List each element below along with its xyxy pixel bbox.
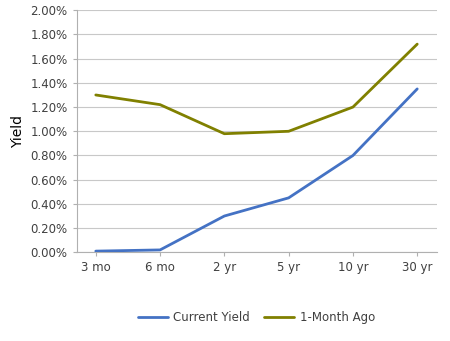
1-Month Ago (158, 103, 163, 107)
1-Month Ago (414, 42, 420, 46)
1-Month Ago (350, 105, 356, 109)
Current Yield (158, 248, 163, 252)
Current Yield (286, 196, 291, 200)
Current Yield (350, 153, 356, 158)
1-Month Ago (286, 129, 291, 133)
Legend: Current Yield, 1-Month Ago: Current Yield, 1-Month Ago (133, 307, 380, 329)
Line: 1-Month Ago: 1-Month Ago (96, 44, 417, 134)
Current Yield (414, 87, 420, 91)
Y-axis label: Yield: Yield (11, 115, 25, 148)
Line: Current Yield: Current Yield (96, 89, 417, 251)
1-Month Ago (93, 93, 99, 97)
Current Yield (93, 249, 99, 253)
1-Month Ago (222, 132, 227, 136)
Current Yield (222, 214, 227, 218)
